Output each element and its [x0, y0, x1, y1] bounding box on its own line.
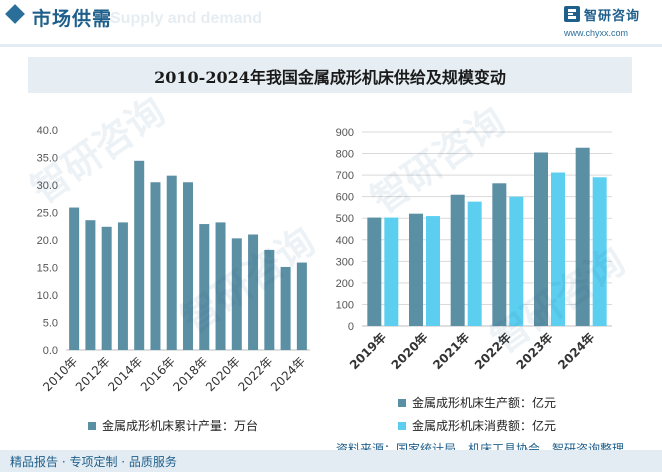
- y-tick-label: 15.0: [37, 263, 58, 275]
- bar: [450, 194, 465, 326]
- x-tick-label: 2010年: [40, 354, 80, 394]
- y-tick-label: 100: [336, 299, 354, 311]
- y-tick-label: 20.0: [37, 235, 58, 247]
- bar: [231, 238, 242, 350]
- y-tick-label: 700: [336, 170, 354, 182]
- y-tick-label: 0: [348, 321, 354, 333]
- bar: [384, 217, 399, 326]
- x-tick-label: 2024年: [268, 354, 308, 394]
- bar: [134, 160, 145, 350]
- bar: [69, 207, 80, 350]
- header-bg-text: Supply and demand: [110, 10, 263, 27]
- legend-right-2: 金属成形机床消费额：亿元: [398, 417, 556, 434]
- bar: [101, 226, 112, 350]
- y-tick-label: 10.0: [37, 290, 58, 302]
- y-tick-label: 800: [336, 149, 354, 161]
- y-tick-label: 0.0: [43, 345, 58, 357]
- bar: [575, 147, 590, 326]
- bar: [117, 222, 128, 350]
- bar: [166, 175, 177, 350]
- x-tick-label: 2018年: [170, 354, 210, 394]
- bar: [264, 249, 275, 350]
- y-tick-label: 25.0: [37, 208, 58, 220]
- brand-name: 智研咨询: [584, 9, 641, 24]
- chart-title: 2010-2024年我国金属成形机床供给及规模变动: [154, 68, 506, 87]
- bar: [280, 266, 291, 350]
- legend-swatch-production-count: [88, 421, 96, 430]
- legend-right-1: 金属成形机床生产额：亿元: [398, 394, 556, 411]
- y-tick-label: 200: [336, 278, 354, 290]
- x-tick-label: 2020年: [203, 354, 243, 394]
- legend-left: 金属成形机床累计产量：万台: [88, 417, 258, 434]
- x-tick-label: 2019年: [346, 330, 389, 373]
- y-tick-label: 40.0: [37, 125, 58, 137]
- bar: [367, 217, 382, 326]
- y-tick-label: 30.0: [37, 180, 58, 192]
- logo-icon: [564, 6, 580, 22]
- x-tick-label: 2020年: [388, 330, 431, 373]
- legend-label-production-value: 金属成形机床生产额：亿元: [412, 396, 557, 410]
- footer-bar: 精品报告 · 专项定制 · 品质服务: [0, 450, 662, 472]
- bar: [509, 196, 524, 326]
- bar: [426, 216, 440, 326]
- header-bar: Supply and demand 市场供需 智研咨询 www.chyxx.co…: [0, 0, 662, 38]
- y-tick-label: 600: [336, 192, 354, 204]
- y-tick-label: 5.0: [43, 318, 58, 330]
- bar: [215, 222, 226, 350]
- x-tick-label: 2021年: [430, 330, 473, 373]
- y-tick-label: 900: [336, 127, 354, 139]
- bar: [85, 220, 96, 350]
- bar: [199, 224, 210, 350]
- x-tick-label: 2023年: [513, 330, 556, 373]
- bar: [467, 201, 482, 326]
- y-tick-label: 400: [336, 235, 354, 247]
- legend-label-production-count: 金属成形机床累计产量：万台: [102, 419, 259, 433]
- x-tick-label: 2014年: [105, 354, 145, 394]
- y-tick-label: 300: [336, 256, 354, 268]
- bar: [551, 172, 565, 326]
- bar: [150, 182, 161, 350]
- header-divider: [0, 44, 662, 47]
- legend-label-consumption-value: 金属成形机床消费额：亿元: [412, 419, 557, 433]
- bar: [409, 213, 423, 326]
- legend-swatch-consumption-value: [398, 421, 406, 430]
- bar: [296, 262, 307, 350]
- x-tick-label: 2016年: [138, 354, 178, 394]
- section-title: 市场供需: [32, 8, 113, 30]
- x-tick-label: 2012年: [73, 354, 113, 394]
- brand-url[interactable]: www.chyxx.com: [564, 28, 629, 38]
- y-tick-label: 500: [336, 213, 354, 225]
- legend-swatch-production-value: [398, 398, 406, 407]
- x-tick-label: 2022年: [235, 354, 275, 394]
- bar: [492, 183, 507, 326]
- x-tick-label: 2022年: [471, 330, 514, 373]
- footer-slogan: 精品报告 · 专项定制 · 品质服务: [10, 455, 177, 469]
- bar: [183, 182, 193, 350]
- title-band: [28, 57, 632, 93]
- bar: [534, 152, 548, 326]
- bar: [592, 177, 607, 326]
- y-tick-label: 35.0: [37, 153, 58, 165]
- bar: [248, 234, 259, 350]
- x-tick-label: 2024年: [555, 330, 598, 373]
